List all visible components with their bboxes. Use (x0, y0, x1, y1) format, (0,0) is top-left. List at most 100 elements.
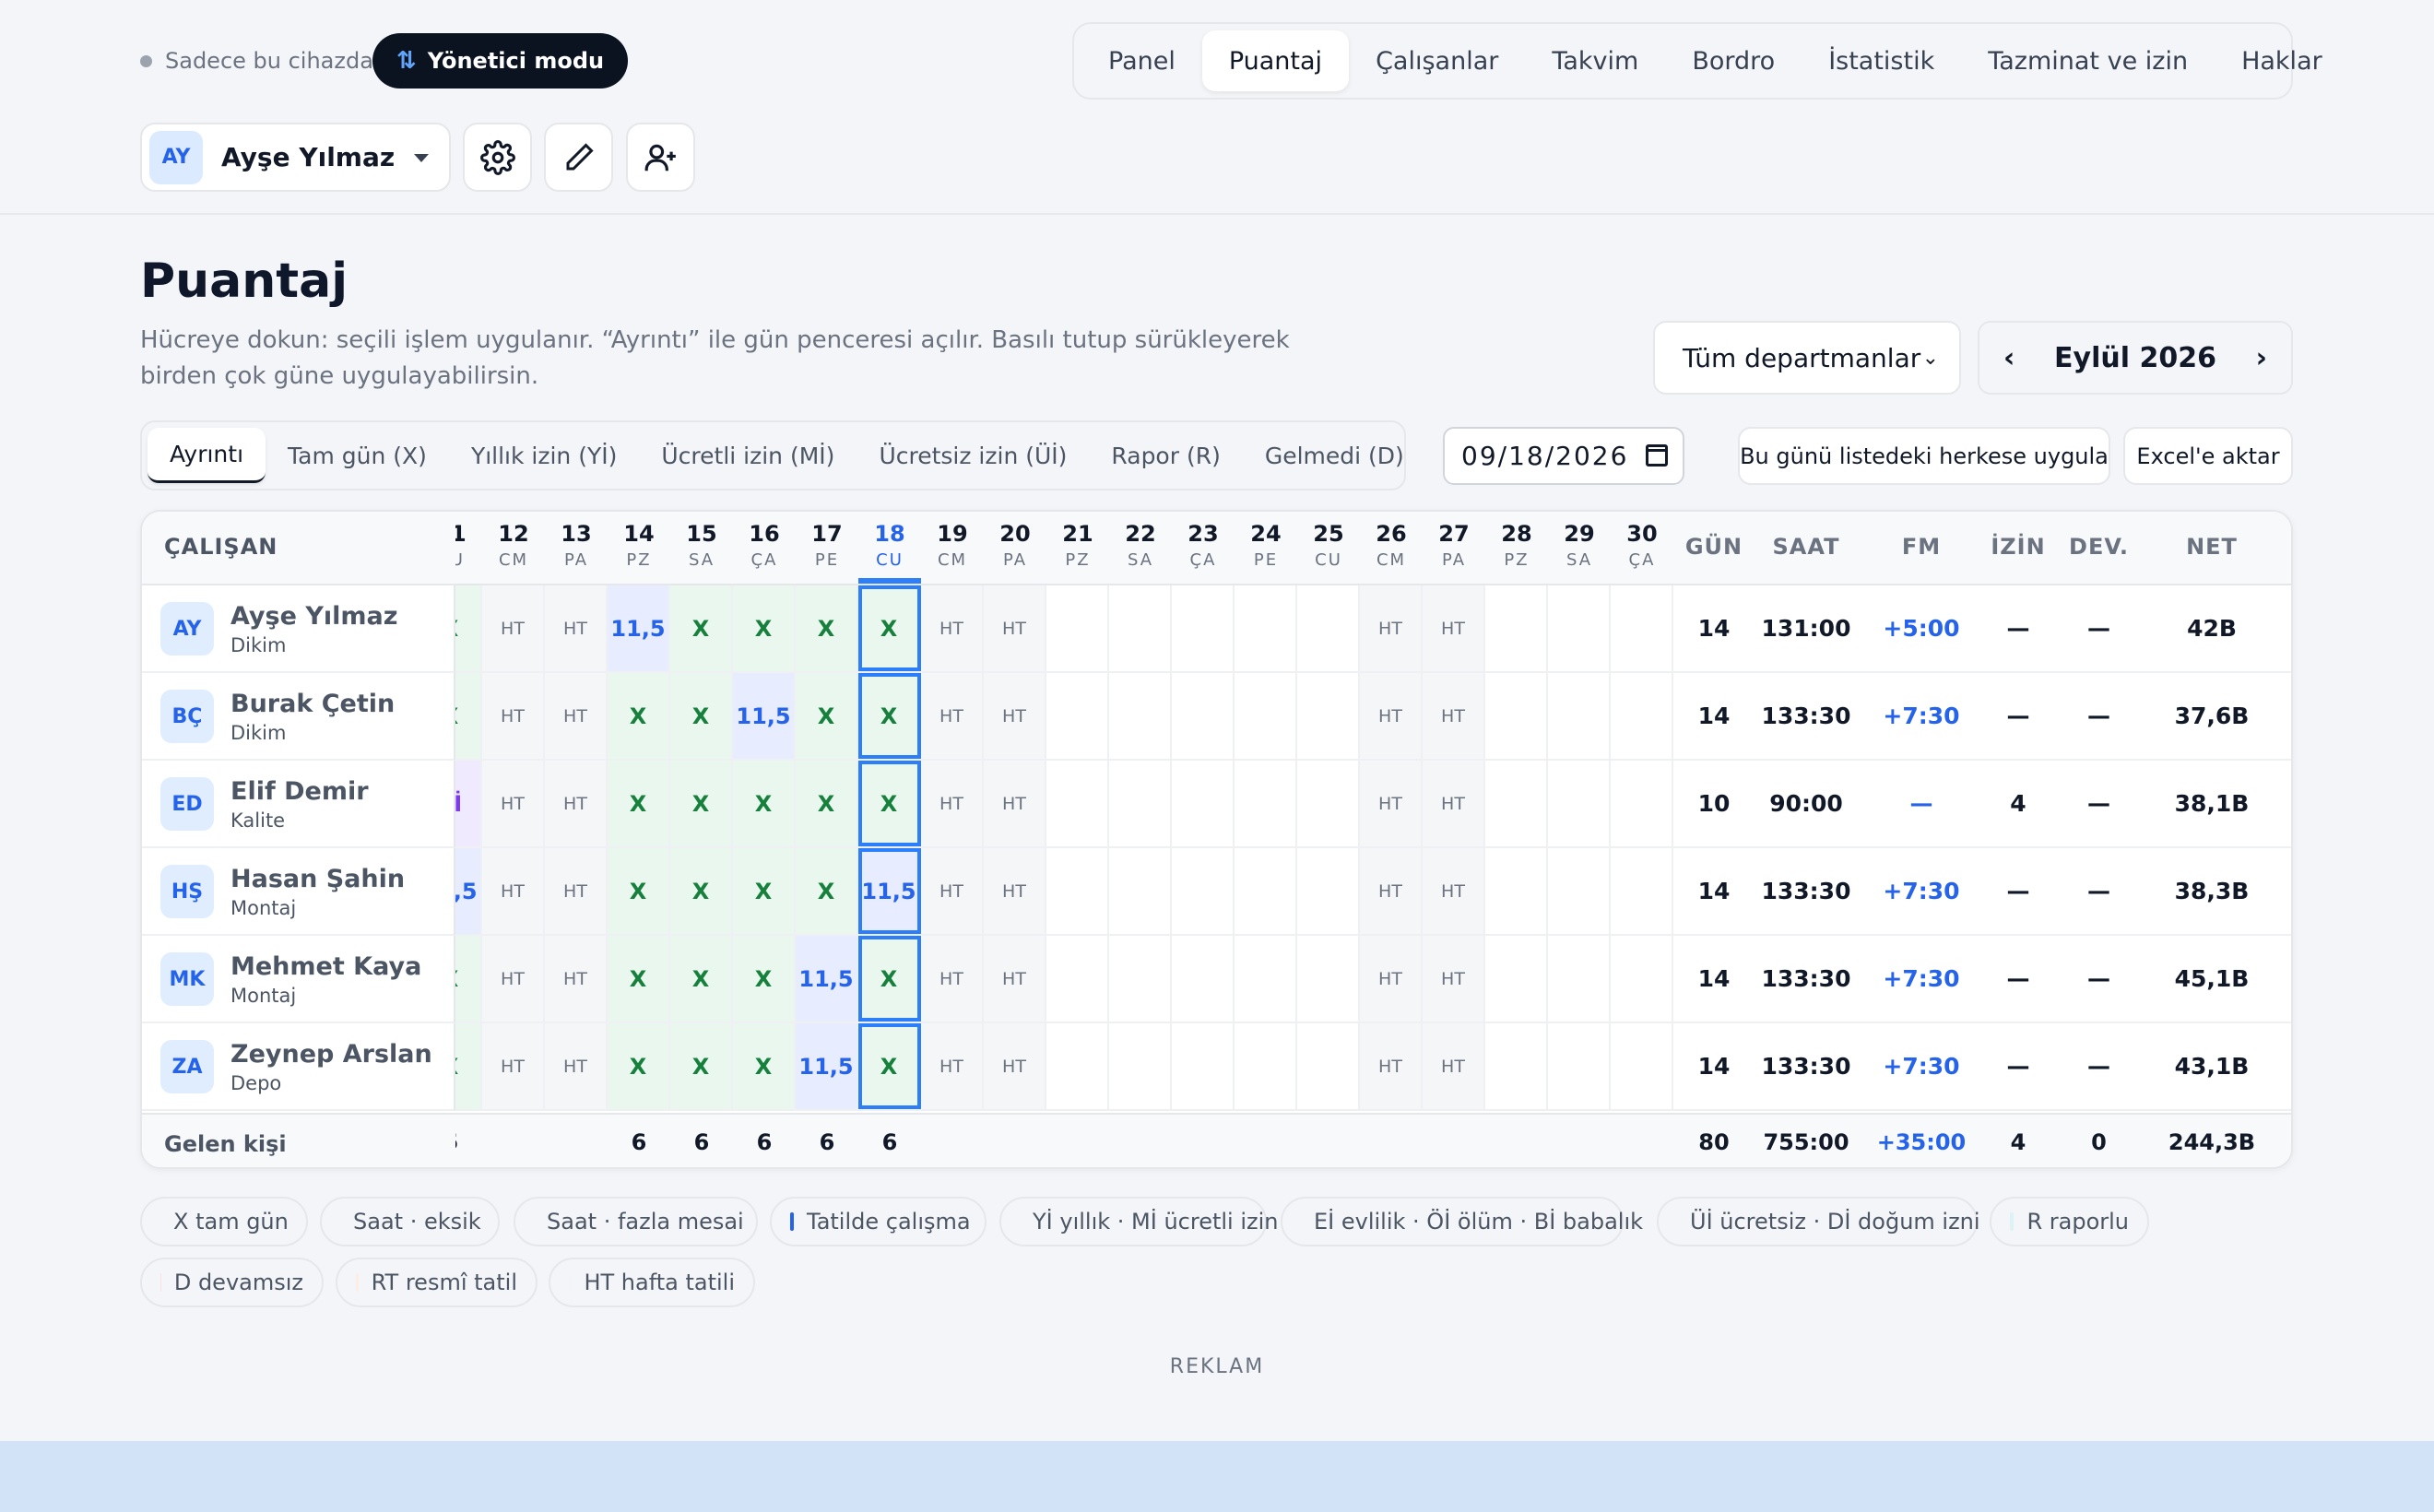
edit-button[interactable] (544, 123, 613, 192)
department-select[interactable]: Tüm departmanlar ⌄ (1653, 321, 1961, 395)
attendance-cell[interactable]: HT (984, 848, 1046, 934)
attendance-cell[interactable] (1046, 761, 1109, 846)
attendance-cell[interactable] (1611, 761, 1673, 846)
attendance-cell[interactable] (1172, 761, 1235, 846)
attendance-cell[interactable]: HT (1360, 585, 1423, 671)
attendance-cell[interactable]: HT (482, 673, 545, 759)
attendance-cell[interactable]: HT (1423, 848, 1485, 934)
attendance-cell[interactable]: X (858, 1023, 921, 1109)
attendance-cell[interactable]: X (455, 673, 482, 759)
attendance-cell[interactable]: X (670, 673, 733, 759)
attendance-cell[interactable]: X (858, 761, 921, 846)
nav-item-3[interactable]: Takvim (1552, 46, 1639, 76)
add-employee-button[interactable] (626, 123, 695, 192)
attendance-cell[interactable]: 11,5 (455, 848, 482, 934)
attendance-cell[interactable] (1172, 1023, 1235, 1109)
nav-item-2[interactable]: Çalışanlar (1376, 46, 1499, 76)
attendance-cell[interactable]: HT (1423, 761, 1485, 846)
table-row-employee[interactable]: HŞ Hasan Şahin Montaj (142, 848, 455, 935)
attendance-cell[interactable]: X (796, 848, 858, 934)
attendance-cell[interactable] (1172, 585, 1235, 671)
attendance-cell[interactable] (1109, 673, 1172, 759)
admin-mode-button[interactable]: ⇅ Yönetici modu (372, 33, 629, 89)
attendance-cell[interactable] (1046, 936, 1109, 1022)
attendance-cell[interactable]: X (608, 761, 670, 846)
attendance-cell[interactable] (1485, 1023, 1548, 1109)
attendance-cell[interactable] (1297, 936, 1360, 1022)
attendance-cell[interactable]: X (608, 848, 670, 934)
attendance-cell[interactable] (1235, 673, 1297, 759)
attendance-cell[interactable]: X (796, 761, 858, 846)
attendance-cell[interactable]: HT (984, 761, 1046, 846)
attendance-cell[interactable]: HT (482, 585, 545, 671)
attendance-cell[interactable]: X (608, 1023, 670, 1109)
attendance-cell[interactable] (1109, 761, 1172, 846)
attendance-cell[interactable] (1548, 761, 1611, 846)
attendance-cell[interactable]: HT (545, 848, 608, 934)
attendance-cell[interactable] (1485, 673, 1548, 759)
attendance-cell[interactable]: X (670, 848, 733, 934)
attendance-cell[interactable] (1611, 936, 1673, 1022)
nav-item-6[interactable]: Tazminat ve izin (1988, 46, 2189, 76)
attendance-cell[interactable] (1611, 673, 1673, 759)
attendance-cell[interactable]: HT (921, 761, 984, 846)
attendance-cell[interactable]: 11,5 (858, 848, 921, 934)
attendance-cell[interactable]: HT (1423, 585, 1485, 671)
attendance-cell[interactable]: 11,5 (608, 585, 670, 671)
attendance-cell[interactable]: X (733, 848, 796, 934)
attendance-cell[interactable]: X (733, 761, 796, 846)
attendance-cell[interactable]: X (670, 1023, 733, 1109)
employee-select[interactable]: AY Ayşe Yılmaz (140, 123, 451, 192)
attendance-cell[interactable]: HT (482, 936, 545, 1022)
attendance-cell[interactable]: HT (482, 1023, 545, 1109)
operation-tab-6[interactable]: Gelmedi (D) (1264, 442, 1404, 469)
operation-tab-4[interactable]: Ücretsiz izin (Üİ) (879, 442, 1068, 469)
attendance-cell[interactable]: HT (1360, 1023, 1423, 1109)
attendance-cell[interactable] (1611, 1023, 1673, 1109)
attendance-cell[interactable]: X (858, 585, 921, 671)
nav-item-0[interactable]: Panel (1108, 46, 1176, 76)
attendance-cell[interactable]: HT (921, 673, 984, 759)
table-row-employee[interactable]: ZA Zeynep Arslan Depo (142, 1023, 455, 1110)
attendance-cell[interactable] (1172, 848, 1235, 934)
attendance-cell[interactable] (1109, 1023, 1172, 1109)
attendance-cell[interactable]: HT (545, 1023, 608, 1109)
attendance-cell[interactable] (1172, 936, 1235, 1022)
attendance-cell[interactable]: X (455, 585, 482, 671)
attendance-cell[interactable]: X (796, 673, 858, 759)
attendance-cell[interactable]: X (733, 585, 796, 671)
attendance-cell[interactable]: HT (921, 1023, 984, 1109)
next-month-icon[interactable]: › (2255, 341, 2267, 374)
attendance-cell[interactable] (1235, 1023, 1297, 1109)
attendance-cell[interactable] (1046, 673, 1109, 759)
attendance-cell[interactable]: HT (984, 936, 1046, 1022)
attendance-cell[interactable] (1235, 761, 1297, 846)
attendance-cell[interactable] (1485, 936, 1548, 1022)
attendance-cell[interactable] (1297, 1023, 1360, 1109)
attendance-cell[interactable] (1109, 936, 1172, 1022)
attendance-cell[interactable]: HT (545, 585, 608, 671)
attendance-cell[interactable]: X (670, 761, 733, 846)
attendance-cell[interactable]: X (733, 1023, 796, 1109)
attendance-cell[interactable]: HT (482, 761, 545, 846)
attendance-cell[interactable]: X (733, 936, 796, 1022)
operation-tab-5[interactable]: Rapor (R) (1111, 442, 1221, 469)
operation-tab-1[interactable]: Tam gün (X) (288, 442, 427, 469)
nav-item-4[interactable]: Bordro (1692, 46, 1776, 76)
attendance-cell[interactable]: HT (1360, 673, 1423, 759)
attendance-cell[interactable]: X (608, 673, 670, 759)
table-row-employee[interactable]: AY Ayşe Yılmaz Dikim (142, 585, 455, 672)
attendance-cell[interactable] (1235, 585, 1297, 671)
attendance-cell[interactable] (1046, 1023, 1109, 1109)
attendance-cell[interactable]: X (608, 936, 670, 1022)
operation-tab-2[interactable]: Yıllık izin (Yİ) (470, 442, 618, 469)
attendance-cell[interactable]: 11,5 (733, 673, 796, 759)
attendance-cell[interactable]: HT (545, 936, 608, 1022)
attendance-cell[interactable]: X (670, 936, 733, 1022)
prev-month-icon[interactable]: ‹ (2003, 341, 2015, 374)
attendance-cell[interactable]: X (455, 1023, 482, 1109)
attendance-cell[interactable] (1485, 848, 1548, 934)
attendance-cell[interactable]: HT (1360, 761, 1423, 846)
attendance-cell[interactable]: HT (1423, 936, 1485, 1022)
attendance-cell[interactable]: 11,5 (796, 936, 858, 1022)
